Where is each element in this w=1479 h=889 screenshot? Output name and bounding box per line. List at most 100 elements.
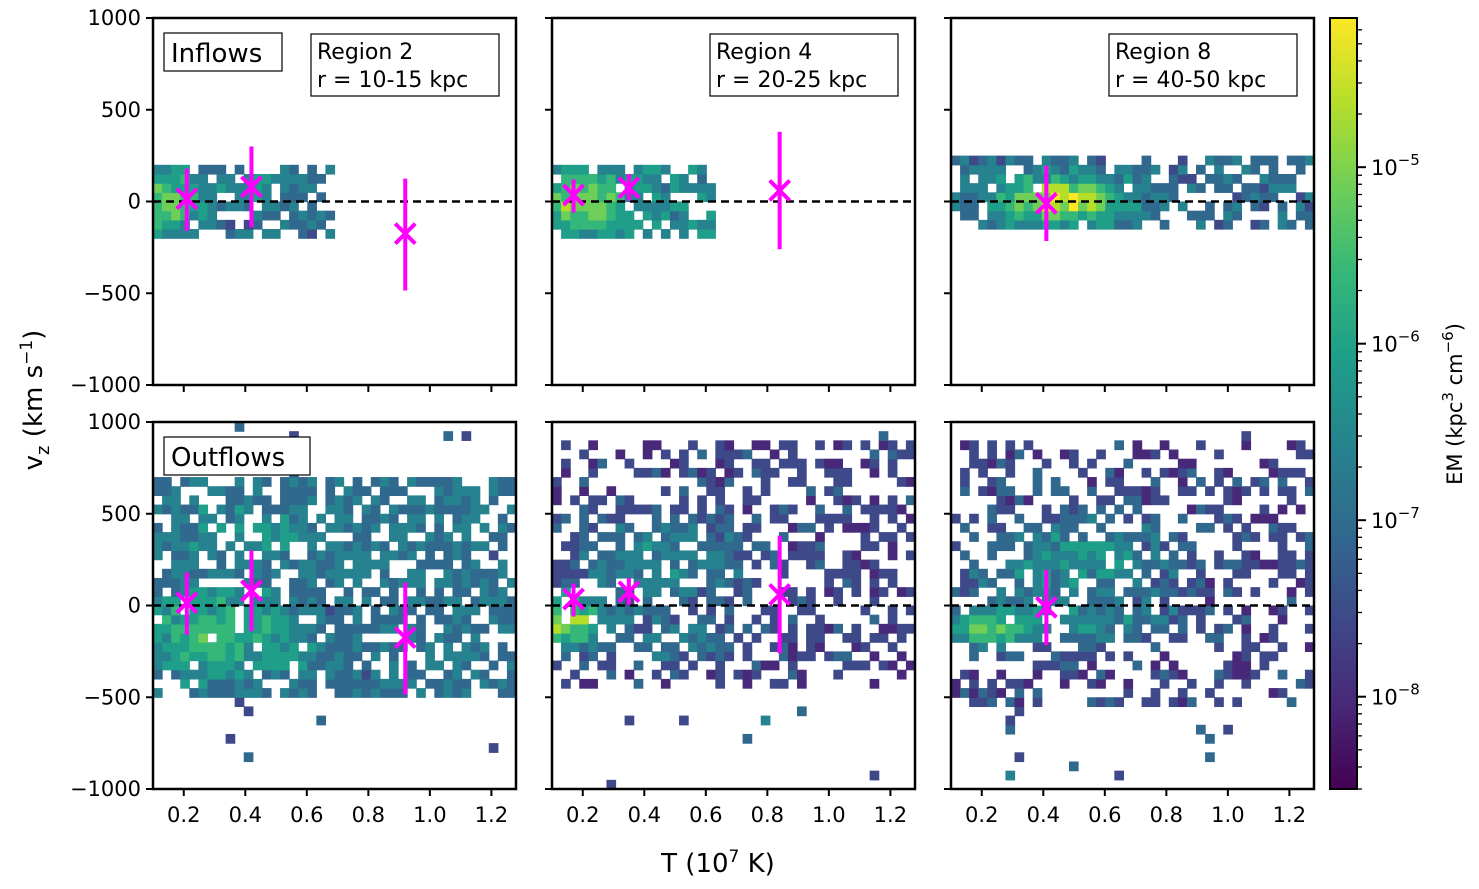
heatmap-cell [280,669,290,680]
heatmap-cell [679,173,689,184]
heatmap-cell [579,623,589,634]
heatmap-cell [497,651,508,662]
heatmap-cell [878,532,889,542]
heatmap-cell [189,669,199,680]
heatmap-cell [987,697,997,708]
heatmap-cell [1068,587,1079,597]
heatmap-cell [724,449,735,460]
heatmap-cell [570,577,580,588]
heatmap-cell [706,541,716,552]
heatmap-cell [1014,495,1025,506]
heatmap-cell [325,568,336,579]
heatmap-cell [996,633,1007,643]
heatmap-cell [1023,587,1034,597]
outflows-label: Outflows [171,443,285,473]
heatmap-cell [1059,504,1070,515]
heatmap-cell [470,642,481,652]
heatmap-cell [669,623,680,634]
heatmap-cell [180,633,190,643]
heatmap-cell [1304,192,1315,203]
heatmap-cell [162,660,172,671]
heatmap-cell [1232,210,1242,221]
heatmap-cell [787,440,798,451]
heatmap-cell [579,219,589,230]
heatmap-cell [153,605,163,616]
heatmap-cell [760,541,771,552]
heatmap-cell [597,596,608,607]
heatmap-cell [969,669,979,680]
heatmap-cell [443,477,454,487]
heatmap-cell [588,192,598,203]
heatmap-cell [742,504,753,515]
heatmap-cell [1177,164,1188,175]
heatmap-cell [298,504,308,515]
heatmap-cell [570,642,580,652]
heatmap-cell [452,596,463,607]
heatmap-cell [225,623,236,634]
heatmap-cell [171,541,181,552]
heatmap-cell [642,614,653,625]
heatmap-cell [225,660,236,671]
heatmap-cell [969,568,979,579]
heatmap-cell [198,513,209,524]
heatmap-cell [806,605,816,616]
heatmap-cell [1150,486,1161,496]
heatmap-cell [896,522,907,533]
heatmap-cell [706,192,716,203]
heatmap-cell [162,532,172,542]
heatmap-cell [234,532,245,542]
heatmap-cell [1078,183,1088,193]
heatmap-cell [425,504,435,515]
heatmap-cell [1105,669,1115,680]
heatmap-cell [760,715,771,726]
heatmap-cell [171,201,181,212]
heatmap-cell [1105,173,1115,184]
heatmap-cell [1205,596,1215,607]
heatmap-cell [715,532,726,542]
heatmap-cell [416,642,426,652]
heatmap-cell [1032,477,1043,487]
heatmap-cell [1059,577,1070,588]
heatmap-cell [461,486,472,496]
heatmap-cell [153,173,163,184]
heatmap-cell [1068,550,1079,561]
heatmap-cell [660,229,671,239]
heatmap-cell [497,605,508,616]
heatmap-cell [1132,201,1143,212]
region-radius: r = 10-15 kpc [317,68,468,93]
heatmap-cell [815,642,825,652]
heatmap-cell [207,183,218,193]
heatmap-cell [388,532,399,542]
heatmap-cell [361,486,372,496]
heatmap-cell [425,660,435,671]
heatmap-cell [334,633,345,643]
heatmap-cell [960,633,970,643]
heatmap-cell [660,449,671,460]
mean-marker [393,222,417,246]
heatmap-cell [815,458,825,469]
heatmap-cell [815,559,825,570]
heatmap-cell [751,522,762,533]
heatmap-cell [760,477,771,487]
heatmap-cell [343,568,354,579]
heatmap-cell [960,173,970,184]
heatmap-cell [289,431,299,441]
heatmap-cell [1068,577,1079,588]
x-tick-label: 1.0 [1211,803,1244,827]
heatmap-cell [1050,513,1061,524]
heatmap-cell [1014,623,1025,634]
heatmap-cell [1186,550,1197,561]
heatmap-cell [969,688,979,698]
heatmap-cell [1014,155,1025,166]
heatmap-cell [1105,513,1115,524]
heatmap-cell [153,541,163,552]
heatmap-cell [270,596,281,607]
heatmap-cell [1223,577,1233,588]
heatmap-cell [488,532,499,542]
heatmap-cell [815,440,825,451]
heatmap-cell [1023,440,1034,451]
heatmap-cell [679,486,689,496]
heatmap-cell [1186,577,1197,588]
heatmap-cell [243,229,254,239]
heatmap-cell [334,568,345,579]
